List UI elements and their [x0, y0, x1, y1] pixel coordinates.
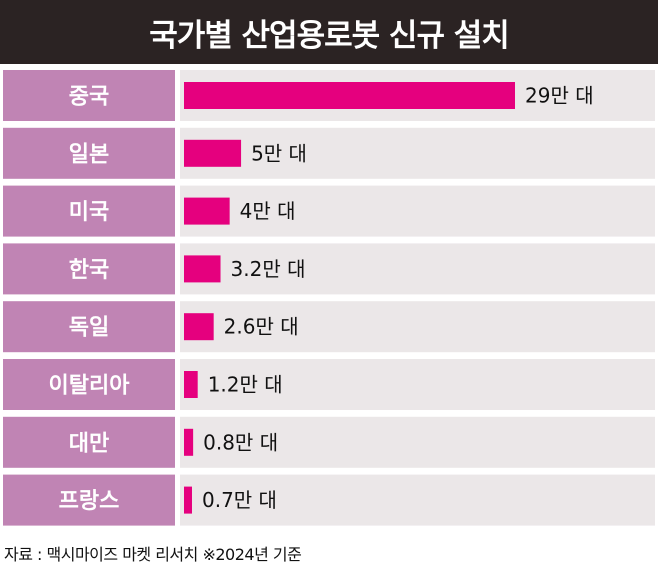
- value-label: 0.8만 대: [203, 430, 278, 454]
- category-label: 미국: [69, 200, 109, 225]
- value-label: 5만 대: [251, 141, 307, 165]
- bar-track: [180, 416, 655, 468]
- category-label-bg: [3, 416, 175, 468]
- bar-track: [180, 243, 655, 295]
- value-label: 2.6만 대: [224, 315, 299, 339]
- title-bar: 국가별 산업용로봇 신규 설치: [0, 0, 658, 64]
- category-label-bg: [3, 243, 175, 295]
- value-label: 1.2만 대: [208, 373, 283, 397]
- category-label: 중국: [69, 85, 109, 110]
- category-label-bg: [3, 70, 175, 121]
- bar-track: [180, 301, 655, 353]
- category-label: 독일: [69, 316, 109, 341]
- bar-track: [180, 127, 655, 179]
- category-label: 대만: [69, 431, 109, 456]
- bar: [184, 255, 221, 283]
- category-label: 프랑스: [59, 489, 120, 514]
- bar: [184, 197, 230, 225]
- category-label: 이탈리아: [49, 374, 131, 399]
- value-label: 29만 대: [525, 84, 594, 108]
- category-label: 한국: [69, 258, 109, 283]
- category-label-bg: [3, 127, 175, 179]
- value-label: 4만 대: [240, 199, 296, 223]
- category-label-bg: [3, 301, 175, 353]
- bar: [184, 139, 242, 167]
- category-label-bg: [3, 474, 175, 526]
- chart-title: 국가별 산업용로봇 신규 설치: [149, 17, 510, 54]
- value-label: 0.7만 대: [202, 488, 277, 512]
- category-label-bg: [3, 359, 175, 410]
- bar: [184, 428, 194, 456]
- bar: [184, 82, 515, 109]
- bar-track: [180, 359, 655, 410]
- bar: [184, 371, 198, 398]
- bar: [184, 313, 214, 341]
- source-note: 자료 : 맥시마이즈 마켓 리서치 ※2024년 기준: [4, 545, 302, 564]
- bar-track: [180, 185, 655, 237]
- bar-track: [180, 474, 655, 526]
- value-label: 3.2만 대: [231, 257, 306, 281]
- category-label: 일본: [69, 142, 109, 167]
- bar: [184, 486, 192, 514]
- category-label-bg: [3, 185, 175, 237]
